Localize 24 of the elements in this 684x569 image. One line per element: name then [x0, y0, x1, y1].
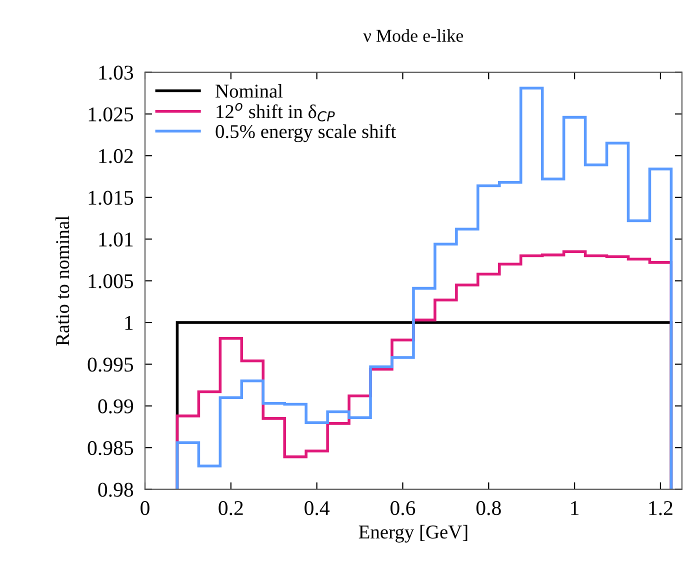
- x-tick-label: 0.2: [218, 501, 243, 516]
- y-tick-label: 1.005: [88, 274, 134, 288]
- x-tick-label: 1.2: [649, 501, 672, 516]
- chart-title: ν Mode e-like: [363, 29, 464, 42]
- y-tick-label: 1: [125, 316, 133, 330]
- x-tick-label: 0: [140, 501, 150, 516]
- x-tick-label: 0.4: [304, 501, 330, 516]
- y-tick-label: 1.03: [99, 66, 134, 80]
- legend-label: 12$^{o}$ shift in δ$_{CP}$: [216, 102, 335, 122]
- x-tick-label: 0.8: [476, 501, 501, 516]
- y-tick-label: 0.98: [98, 482, 134, 497]
- y-tick-label: 0.995: [88, 358, 134, 372]
- y-tick-label: 1.02: [99, 149, 133, 164]
- y-tick-label: 0.985: [88, 441, 134, 456]
- legend-label: 0.5% energy scale shift: [216, 124, 396, 142]
- y-tick-label: 1.01: [99, 232, 133, 247]
- y-axis-title: Ratio to nominal: [56, 216, 70, 346]
- x-tick-label: 0.6: [390, 501, 416, 516]
- y-tick-label: 0.99: [98, 399, 134, 414]
- legend-label: Nominal: [216, 84, 283, 98]
- y-tick-label: 1.015: [88, 190, 134, 205]
- x-tick-label: 1: [571, 501, 579, 515]
- x-axis-title: Energy [GeV]: [358, 524, 468, 543]
- y-tick-label: 1.025: [88, 107, 134, 122]
